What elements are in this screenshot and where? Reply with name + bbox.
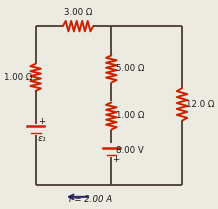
Text: ε₁: ε₁ — [38, 134, 47, 143]
Text: 5.00 Ω: 5.00 Ω — [116, 64, 145, 74]
Text: 3.00 Ω: 3.00 Ω — [64, 8, 92, 17]
Text: +: + — [38, 117, 45, 126]
Text: I = 2.00 A: I = 2.00 A — [69, 195, 112, 204]
Text: 8.00 V: 8.00 V — [116, 146, 143, 155]
Text: +: + — [112, 155, 119, 164]
Text: 1.00 Ω: 1.00 Ω — [116, 111, 145, 121]
Text: 1.00 Ω: 1.00 Ω — [4, 73, 33, 82]
Text: 12.0 Ω: 12.0 Ω — [186, 100, 214, 109]
